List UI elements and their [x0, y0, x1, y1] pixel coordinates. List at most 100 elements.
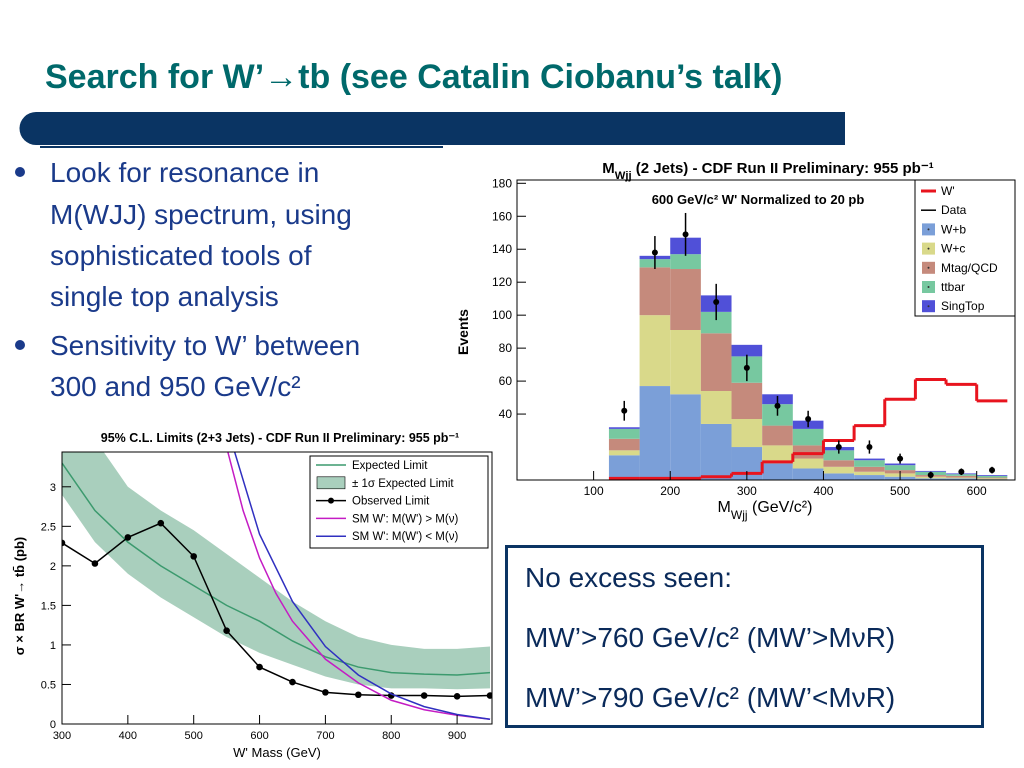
y-tick-label: 100 — [492, 308, 512, 322]
limit-marker — [190, 553, 197, 560]
data-point — [897, 455, 904, 462]
result-text: No excess seen: — [525, 562, 732, 593]
hist-bar — [792, 468, 824, 480]
hist-bar — [823, 460, 855, 467]
hist-bar — [946, 478, 977, 480]
hist-bar — [976, 475, 1008, 478]
hist-bar — [946, 477, 977, 479]
legend-label: W+c — [941, 242, 965, 256]
bullet-dot — [15, 167, 25, 177]
limit-line — [227, 452, 491, 721]
hist-bar — [731, 382, 763, 420]
limits-title: 95% C.L. Limits (2+3 Jets) - CDF Run II … — [101, 431, 459, 445]
y-tick-label: 60 — [499, 374, 513, 388]
hist-frame — [516, 179, 1016, 481]
hist-bar — [854, 471, 885, 476]
hist-bar — [976, 477, 1008, 479]
legend-marker — [328, 497, 334, 504]
x-tick-label: 900 — [448, 730, 466, 742]
data-point — [713, 298, 720, 305]
hist-bar — [700, 423, 732, 480]
limit-marker — [420, 692, 428, 699]
legend-dot — [927, 305, 930, 308]
hist-bar — [854, 466, 885, 472]
hist-bar — [639, 315, 671, 387]
limits-frame — [61, 451, 493, 725]
hist-plot — [608, 212, 1008, 480]
y-tick-label: 80 — [499, 341, 513, 355]
hist-bar — [700, 333, 732, 391]
legend-label: Expected Limit — [352, 460, 428, 472]
y-tick-label: 120 — [492, 275, 512, 289]
legend-label: Observed Limit — [352, 496, 430, 508]
legend-dot — [927, 228, 930, 231]
y-tick-label: 0.5 — [41, 679, 56, 691]
hist-bar — [670, 269, 701, 330]
y-tick-label: 180 — [492, 176, 512, 190]
data-point — [651, 249, 658, 256]
data-point — [835, 444, 842, 451]
legend-label: SingTop — [941, 299, 985, 313]
result-box — [505, 545, 984, 728]
y-tick-label: 2.5 — [41, 521, 56, 533]
hist-bar — [608, 438, 640, 451]
bullet-text: Sensitivity to W’ between — [50, 330, 360, 361]
error-band — [62, 452, 491, 690]
hist-bar — [946, 475, 977, 478]
hist-bar — [670, 394, 701, 480]
limits-x-label: W' Mass (GeV) — [233, 745, 321, 760]
hist-bar — [608, 450, 640, 456]
data-point — [989, 467, 996, 474]
bullet-text: M(WJJ) spectrum, using — [50, 199, 352, 230]
x-tick-label: 600 — [250, 730, 268, 742]
hist-bar — [854, 475, 885, 480]
legend-label: Data — [941, 203, 967, 217]
y-tick-label: 0 — [50, 719, 56, 731]
y-tick-label: 2 — [50, 561, 56, 573]
bullet-dot — [15, 340, 25, 350]
x-tick-label: 400 — [813, 484, 833, 498]
limit-marker — [355, 691, 362, 699]
x-tick-label: 400 — [119, 730, 137, 742]
hist-bar — [884, 463, 916, 466]
bullet-text: 300 and 950 GeV/c² — [50, 371, 301, 402]
data-point — [774, 402, 781, 409]
legend-label: ttbar — [941, 280, 965, 294]
y-tick-label: 160 — [492, 209, 512, 223]
hist-title-part: Wjj — [615, 170, 632, 182]
title-bar — [19, 112, 846, 145]
y-tick-label: 140 — [492, 242, 512, 256]
hist-bar — [854, 460, 885, 467]
hist-y-label: Events — [455, 309, 471, 355]
limit-line — [62, 522, 491, 698]
hist-subtitle: 600 GeV/c² W' Normalized to 20 pb — [652, 192, 865, 207]
limit-marker — [289, 678, 296, 686]
slide-title: Search for W’→tb (see Catalin Ciobanu’s … — [45, 58, 782, 96]
limit-line — [233, 452, 491, 720]
hist-title-part: (2 Jets) - CDF Run II Preliminary: 955 p… — [632, 160, 934, 177]
hist-bar — [608, 427, 640, 429]
hist-bar — [700, 390, 732, 424]
legend-label: ± 1σ Expected Limit — [352, 478, 454, 490]
hist-bar — [670, 254, 701, 270]
hist-title-part: M — [602, 160, 615, 177]
limit-marker — [157, 519, 165, 527]
hist-title: MWjj (2 Jets) - CDF Run II Preliminary: … — [602, 160, 934, 182]
limits-y-label: σ × BR W'→ tb̄ (pb) — [12, 537, 27, 656]
hist-bar — [700, 311, 732, 334]
legend-dot — [927, 266, 930, 269]
hist-x-label: MWjj (GeV/c²) — [718, 499, 813, 522]
y-tick-label: 1 — [50, 640, 56, 652]
hist-bar — [731, 344, 763, 357]
data-point — [743, 364, 750, 371]
hist-bar — [884, 465, 916, 471]
limits-plot — [62, 452, 492, 721]
bullet-text: sophisticated tools of — [50, 240, 312, 271]
result-text: MW’>760 GeV/c² (MW’>MνR) — [525, 622, 895, 653]
bullet-text: single top analysis — [50, 281, 279, 312]
limit-marker — [453, 693, 461, 700]
data-point — [682, 231, 689, 238]
hist-bar — [639, 267, 671, 316]
